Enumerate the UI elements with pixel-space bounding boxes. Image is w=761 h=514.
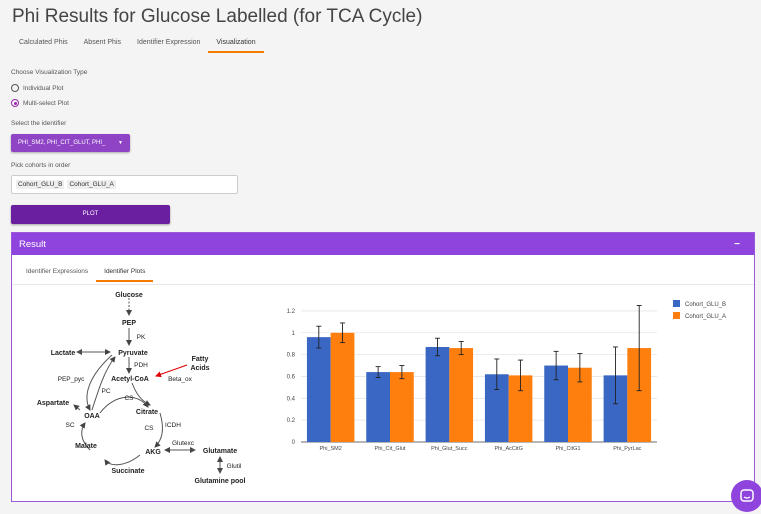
node-akg: AKG [145, 449, 161, 456]
label-sc: SC [65, 422, 74, 429]
bar [390, 372, 414, 442]
arrow-akg-succinate [104, 454, 141, 466]
tab-identifier-expression[interactable]: Identifier Expression [137, 39, 201, 46]
x-tick-label: Phi_PyrLac [613, 446, 641, 452]
bar [425, 346, 450, 442]
node-glutamine-pool: Glutamine pool [195, 478, 246, 485]
arrow-acetylcoa-citrate [131, 382, 151, 406]
bar [449, 348, 474, 442]
arrow-citrate-akg [154, 412, 163, 448]
cohorts-input[interactable]: Cohort_GLU_B Cohort_GLU_A [11, 175, 238, 194]
y-tick-label: 1.2 [287, 309, 296, 315]
legend-swatch [673, 300, 680, 307]
label-beta-ox: Beta_ox [168, 376, 193, 383]
identifier-select-value: PHI_SM2, PHI_CIT_GLUT, PHI_ [18, 140, 106, 146]
arrow-malate-oaa [79, 422, 91, 451]
phi-bar-chart: 0 0.2 0.4 0.6 0.8 1 1.2 Phi_SM2 Phi_Cit_Glut Phi_… [287, 300, 726, 452]
y-tick-label: 1 [292, 331, 296, 337]
radio-unchecked-icon[interactable] [11, 84, 19, 92]
y-tick-label: 0 [292, 440, 296, 446]
label-pc: PC [101, 388, 110, 395]
legend-label: Cohort_GLU_A [685, 314, 726, 320]
label-pep-pyc: PEP_pyc [58, 376, 85, 383]
y-tick-label: 0.4 [287, 396, 296, 402]
node-succinate: Succinate [111, 468, 144, 475]
tab-identifier-plots[interactable]: Identifier Plots [96, 263, 154, 282]
bar [544, 365, 568, 442]
bar [330, 332, 355, 442]
node-fatty-acids-2: Acids [190, 365, 209, 372]
identifier-select[interactable]: PHI_SM2, PHI_CIT_GLUT, PHI_ ▼ [11, 134, 130, 152]
arrow-oaa-aspartate [73, 404, 81, 411]
x-tick-label: Phi_Glut_Succ [431, 446, 468, 452]
cohorts-label: Pick cohorts in order [11, 162, 71, 169]
x-tick-label: Phi_SM2 [320, 446, 342, 452]
bar [366, 372, 390, 442]
main-tabs: Calculated Phis Absent Phis Identifier E… [11, 36, 264, 54]
bar [603, 375, 628, 442]
node-aspartate: Aspartate [37, 400, 69, 407]
arrow-oaa-pyruvate [91, 356, 116, 411]
legend-label: Cohort_GLU_B [685, 302, 726, 308]
node-citrate: Citrate [136, 409, 158, 416]
radio-individual-plot[interactable]: Individual Plot [11, 84, 63, 92]
node-fatty-acids-1: Fatty [192, 356, 209, 363]
label-pdh: PDH [134, 362, 148, 369]
label-cs-2: CS [144, 425, 154, 432]
caret-down-icon: ▼ [118, 140, 123, 146]
node-malate: Malate [75, 443, 97, 450]
node-glucose: Glucose [115, 292, 143, 299]
arrow-oaa-citrate [99, 396, 149, 414]
x-tick-label: Phi_CitG1 [555, 446, 580, 452]
x-tick-label: Phi_Cit_Glut [375, 446, 406, 452]
identifier-label: Select the identifier [11, 120, 67, 127]
result-tabs-divider [12, 284, 754, 285]
bar [484, 374, 509, 442]
bar [508, 375, 533, 442]
y-tick-label: 0.2 [287, 418, 296, 424]
cohort-chip[interactable]: Cohort_GLU_B [16, 180, 65, 189]
tab-absent-phis[interactable]: Absent Phis [83, 39, 121, 46]
radio-multi-select-plot-label: Multi-select Plot [23, 99, 69, 107]
bar [568, 367, 592, 442]
y-tick-label: 0.8 [287, 353, 296, 359]
node-oaa: OAA [84, 413, 100, 420]
viz-type-label: Choose Visualization Type [11, 69, 88, 76]
bar [306, 337, 331, 442]
result-header: Result − [12, 233, 754, 255]
chat-launcher-button[interactable] [731, 480, 761, 512]
cohort-chip[interactable]: Cohort_GLU_A [67, 180, 116, 189]
label-icdh: ICDH [165, 422, 181, 429]
node-acetylcoa: Acetyl-CoA [111, 376, 149, 383]
tca-pathway-diagram: Glucose PEP PK Lactate Pyruvate PDH Fatt… [37, 292, 246, 485]
bar [627, 348, 652, 442]
node-pep: PEP [122, 320, 136, 327]
radio-multi-select-plot[interactable]: Multi-select Plot [11, 99, 69, 107]
page-title: Phi Results for Glucose Labelled (for TC… [12, 6, 423, 27]
label-cs-1: CS [124, 395, 134, 402]
tab-visualization[interactable]: Visualization [208, 36, 264, 53]
arrow-pyruvate-oaa [85, 354, 113, 411]
y-tick-label: 0.6 [287, 374, 296, 380]
plot-button[interactable]: PLOT [11, 205, 170, 224]
minimize-icon[interactable]: − [734, 238, 740, 250]
tab-calculated-phis[interactable]: Calculated Phis [19, 39, 68, 46]
label-pk: PK [137, 334, 146, 341]
label-glutil: Glutil [227, 463, 242, 470]
tab-identifier-expressions[interactable]: Identifier Expressions [26, 268, 89, 275]
radio-individual-plot-label: Individual Plot [23, 84, 64, 92]
result-title: Result [19, 238, 46, 250]
result-tabs: Identifier Expressions Identifier Plots [18, 263, 154, 282]
arrow-fatty-acids-acetylcoa [155, 364, 188, 378]
radio-checked-icon[interactable] [11, 99, 19, 107]
node-pyruvate: Pyruvate [118, 350, 148, 357]
node-lactate: Lactate [51, 350, 76, 357]
label-glutexc: Glutexc [172, 440, 195, 447]
x-tick-label: Phi_AcCitG [494, 446, 522, 452]
legend-swatch [673, 312, 680, 319]
chat-icon [740, 489, 754, 502]
node-glutamate: Glutamate [203, 448, 237, 455]
